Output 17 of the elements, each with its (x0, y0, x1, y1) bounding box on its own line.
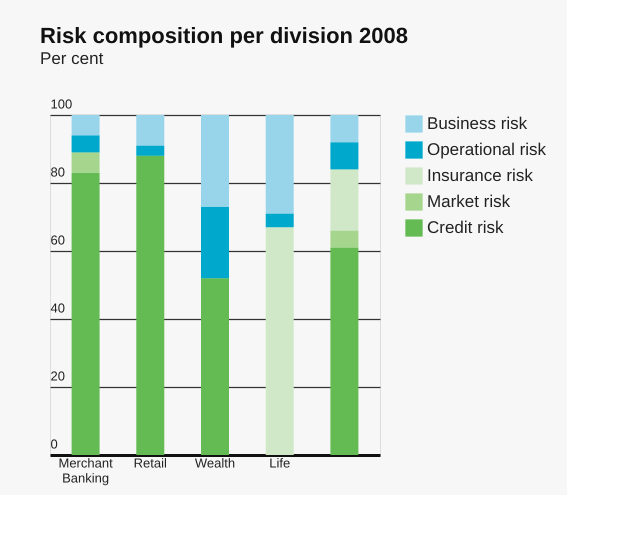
legend-label: Insurance risk (427, 166, 534, 185)
chart-subtitle: Per cent (40, 49, 104, 68)
x-tick-label: Merchant Banking (58, 456, 114, 486)
x-tick-label: Wealth (194, 456, 236, 470)
x-tick-label: Life (269, 456, 290, 470)
y-tick-label: 0 (50, 436, 58, 452)
y-tick-label: 40 (50, 300, 65, 316)
legend-label: Business risk (427, 114, 528, 133)
x-tick-label: Retail (134, 456, 168, 470)
chart-title: Risk composition per division 2008 (40, 23, 408, 48)
y-tick-label: 60 (50, 232, 65, 248)
legend-label: Operational risk (427, 140, 547, 159)
legend-label: Credit risk (427, 218, 504, 237)
y-tick-label: 20 (50, 368, 65, 384)
legend-label: Market risk (427, 192, 511, 211)
y-tick-label: 100 (50, 96, 72, 112)
y-tick-label: 80 (50, 164, 65, 180)
